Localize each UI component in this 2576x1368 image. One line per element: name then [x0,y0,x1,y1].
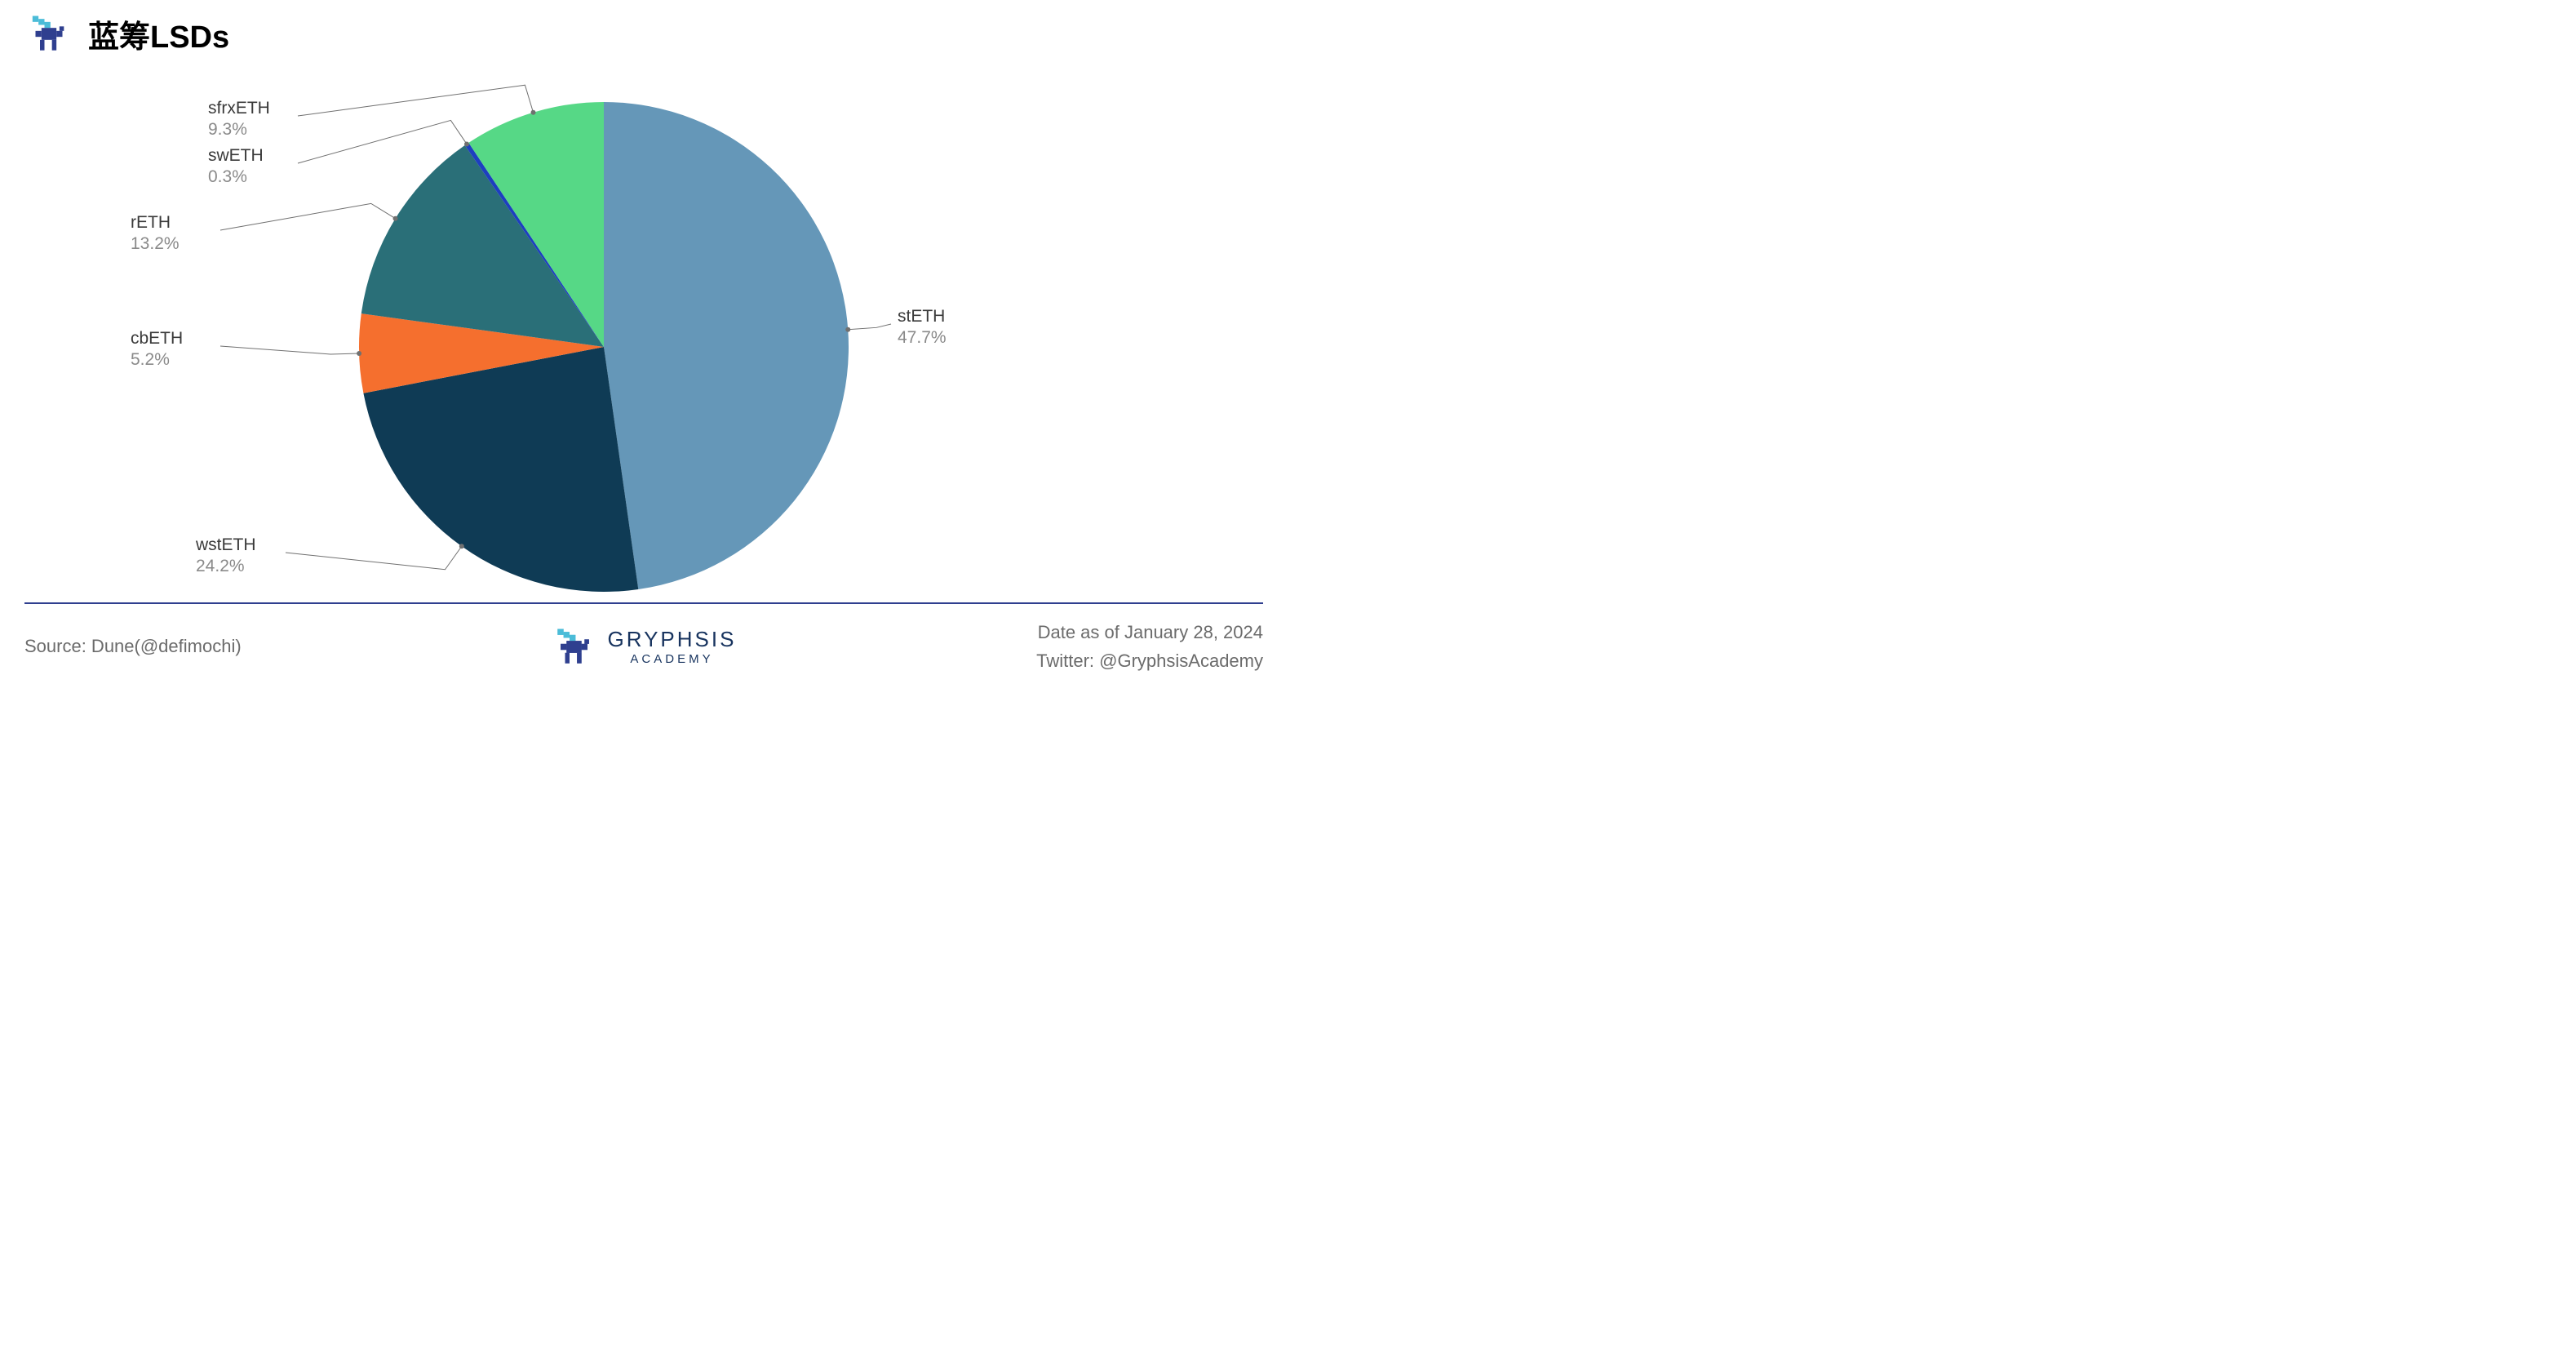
slice-label-cbETH: cbETH5.2% [131,328,183,371]
slice-label-name: swETH [208,145,264,167]
slice-label-pct: 13.2% [131,233,180,255]
slice-label-name: wstETH [196,535,256,556]
slice-label-pct: 9.3% [208,119,270,140]
slice-label-name: rETH [131,212,180,233]
brand-block: GRYPHSIS ACADEMY [437,624,850,669]
slice-label-wstETH: wstETH24.2% [196,535,256,578]
leader-line [220,203,396,230]
slice-label-pct: 0.3% [208,167,264,188]
pie-chart: stETH47.7% wstETH24.2% cbETH5.2% rETH13.2% s… [0,49,1288,604]
footer-divider [24,602,1263,604]
leader-line [298,85,534,116]
leader-dot [845,327,850,332]
slice-label-name: cbETH [131,328,183,349]
footer-date: Date as of January 28, 2024 [850,618,1263,646]
brand-logo-footer-icon [552,624,596,669]
slice-label-stETH: stETH47.7% [898,306,947,349]
slice-label-sfrxETH: sfrxETH9.3% [208,98,270,141]
pie-slice-stETH [604,102,849,589]
footer: Source: Dune(@defimochi) GRYPHSIS ACADEM… [24,609,1263,684]
leader-dot [531,110,536,115]
leader-line [848,324,891,330]
slice-label-pct: 47.7% [898,327,947,349]
leader-dot [393,216,398,221]
leader-line [286,546,462,569]
slice-label-name: stETH [898,306,947,327]
leader-dot [459,544,464,549]
leader-dot [357,351,361,356]
slice-label-rETH: rETH13.2% [131,212,180,255]
slice-label-pct: 5.2% [131,349,183,371]
source-text: Source: Dune(@defimochi) [24,636,437,657]
leader-dot [464,141,469,146]
leader-line [298,120,467,163]
slice-label-pct: 24.2% [196,556,256,577]
leader-line [220,346,359,354]
slice-label-name: sfrxETH [208,98,270,119]
brand-sub: ACADEMY [608,652,737,666]
brand-name: GRYPHSIS [608,627,737,652]
slice-label-swETH: swETH0.3% [208,145,264,189]
footer-twitter: Twitter: @GryphsisAcademy [850,646,1263,675]
